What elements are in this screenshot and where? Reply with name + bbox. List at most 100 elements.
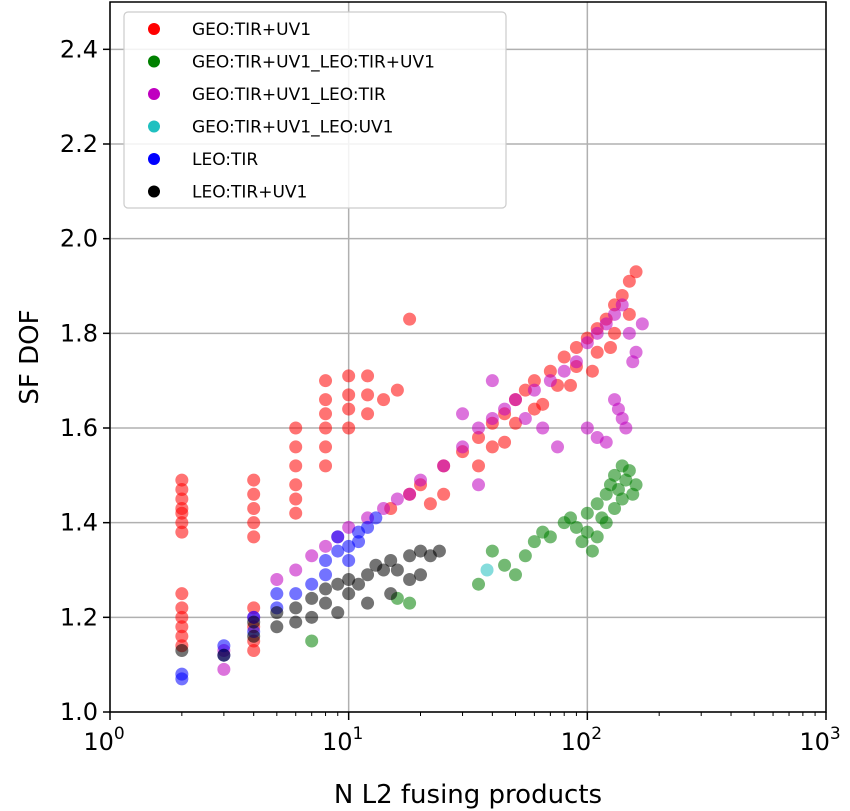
data-point [331,530,345,544]
data-point [635,317,649,331]
data-point [289,478,303,492]
data-point [342,421,356,435]
data-point [331,606,345,620]
data-point [175,525,189,539]
data-point [319,582,333,596]
data-point [575,535,589,549]
data-point [563,511,577,525]
data-point [527,374,541,388]
legend-marker [148,23,160,35]
data-point [518,412,532,426]
data-point [536,421,550,435]
data-point [629,478,643,492]
x-tick-label: 103 [799,724,840,756]
data-point [472,459,486,473]
data-point [361,568,375,582]
data-point [498,435,512,449]
data-point [485,412,499,426]
data-point [175,601,189,615]
data-point [485,544,499,558]
data-point [615,288,629,302]
data-point [384,587,398,601]
data-point [175,587,189,601]
legend-label: LEO:TIR [192,150,258,170]
data-point [629,265,643,279]
data-point [590,430,604,444]
data-point [247,516,261,530]
legend-label: LEO:TIR+UV1 [192,183,307,203]
data-point [319,554,333,568]
y-tick-label: 1.6 [60,414,98,442]
data-point [390,492,404,506]
data-point [361,407,375,421]
data-point [390,563,404,577]
data-point [403,312,417,326]
data-point [289,615,303,629]
series-2 [217,298,649,676]
x-axis-ticks: 100 101 102 103 [83,712,841,756]
y-tick-label: 1.0 [60,698,98,726]
data-point [590,530,604,544]
data-point [485,374,499,388]
y-axis-label: SF DOF [15,309,45,404]
data-point [390,383,404,397]
series-0 [175,265,643,657]
data-point [175,672,189,686]
y-axis-ticks: 1.0 1.2 1.4 1.6 1.8 2.0 2.2 2.4 [60,35,110,726]
data-point [603,341,617,355]
data-point [377,393,391,407]
data-point [331,577,345,591]
data-point [599,516,613,530]
legend-marker [148,88,160,100]
data-point [289,563,303,577]
data-point [319,596,333,610]
data-point [305,549,319,563]
data-point [472,478,486,492]
data-point [456,440,470,454]
data-point [472,430,486,444]
data-point [175,506,189,520]
data-point [175,473,189,487]
data-point [527,383,541,397]
series-4 [175,511,383,686]
data-point [247,530,261,544]
data-point [557,364,571,378]
legend-label: GEO:TIR+UV1 [192,20,311,40]
data-point [319,539,333,553]
legend-label: GEO:TIR+UV1_LEO:TIR+UV1 [192,53,435,73]
x-tick-label: 102 [561,724,602,756]
legend-label: GEO:TIR+UV1_LEO:TIR [192,85,386,105]
data-point [270,620,284,634]
data-point [247,501,261,515]
data-point [175,492,189,506]
data-point [599,317,613,331]
data-point [217,648,231,662]
data-point [289,421,303,435]
data-point [247,487,261,501]
data-point [580,421,594,435]
data-point [384,554,398,568]
data-point [557,350,571,364]
data-point [518,383,532,397]
data-point [590,497,604,511]
data-point [289,459,303,473]
data-point [305,610,319,624]
data-point [580,336,594,350]
data-point [247,601,261,615]
legend-marker [148,185,160,198]
data-point [569,355,583,369]
data-point [543,530,557,544]
data-point [590,345,604,359]
data-point [414,568,428,582]
data-point [342,520,356,534]
y-tick-label: 2.0 [60,225,98,253]
legend-marker [148,120,160,133]
data-point [175,610,189,624]
data-point [403,549,417,563]
legend-marker [148,153,160,165]
data-points [175,265,649,686]
data-point [319,407,333,421]
data-point [622,326,636,340]
data-point [472,577,486,591]
data-point [342,554,356,568]
